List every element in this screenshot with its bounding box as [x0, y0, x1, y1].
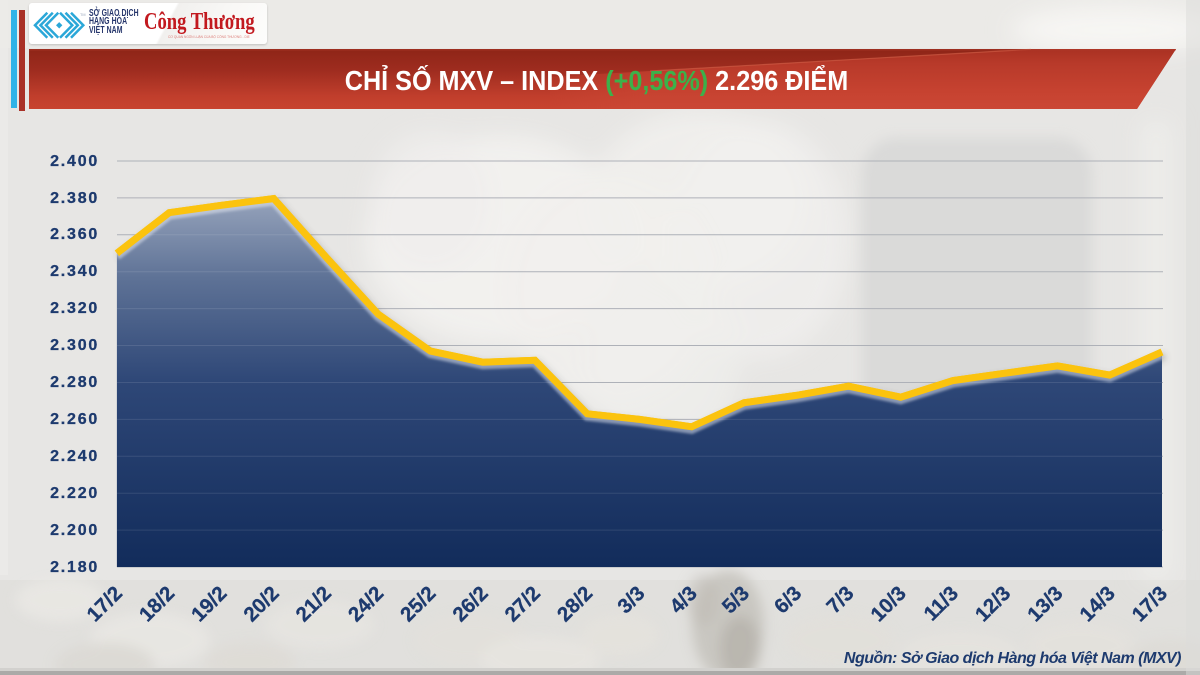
svg-text:12/3: 12/3 — [971, 582, 1015, 626]
svg-text:3/3: 3/3 — [613, 582, 649, 618]
svg-text:17/3: 17/3 — [1128, 582, 1172, 626]
svg-text:18/2: 18/2 — [135, 582, 179, 626]
svg-text:7/3: 7/3 — [822, 582, 858, 618]
svg-text:27/2: 27/2 — [500, 582, 544, 626]
svg-text:4/3: 4/3 — [665, 582, 701, 618]
svg-text:24/2: 24/2 — [344, 582, 388, 626]
svg-text:19/2: 19/2 — [187, 582, 231, 626]
svg-text:10/3: 10/3 — [866, 582, 910, 626]
svg-text:28/2: 28/2 — [553, 582, 597, 626]
svg-text:20/2: 20/2 — [239, 582, 283, 626]
svg-text:11/3: 11/3 — [919, 582, 963, 626]
svg-text:21/2: 21/2 — [291, 582, 335, 626]
svg-text:26/2: 26/2 — [448, 582, 492, 626]
svg-text:25/2: 25/2 — [396, 582, 440, 626]
svg-text:14/3: 14/3 — [1075, 582, 1119, 626]
svg-text:13/3: 13/3 — [1023, 582, 1067, 626]
svg-text:6/3: 6/3 — [770, 582, 806, 618]
svg-text:17/2: 17/2 — [82, 582, 126, 626]
svg-text:5/3: 5/3 — [718, 582, 754, 618]
